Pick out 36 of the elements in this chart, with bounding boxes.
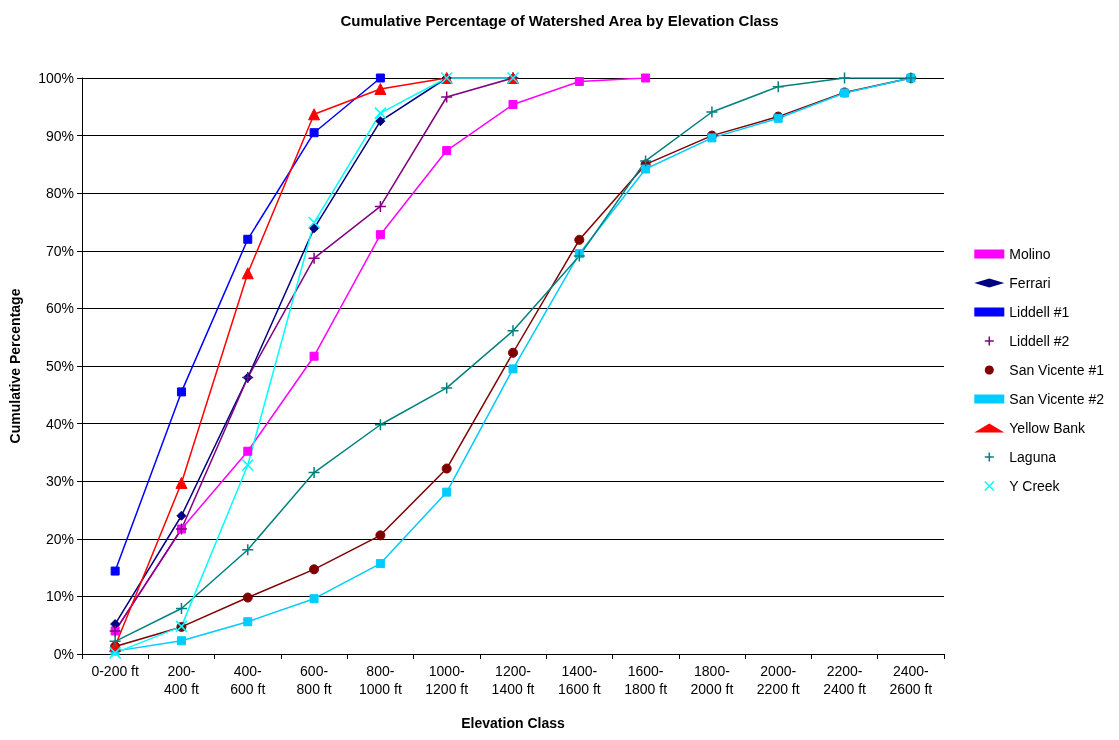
y-tick-label: 100% bbox=[38, 70, 74, 86]
legend-label: San Vicente #1 bbox=[1009, 362, 1105, 378]
legend-label: Liddell #1 bbox=[1009, 304, 1070, 320]
y-tick-label: 40% bbox=[45, 415, 74, 432]
x-axis-title: Elevation Class bbox=[461, 715, 565, 731]
x-tick-label: 2000-2200 ft bbox=[756, 663, 800, 697]
x-tick-label: 200-400 ft bbox=[163, 663, 200, 697]
y-tick-label: 50% bbox=[45, 358, 74, 374]
chart-title: Cumulative Percentage of Watershed Area by Elevation Class bbox=[340, 12, 779, 29]
y-tick-label: 30% bbox=[45, 473, 74, 490]
y-tick-label: 60% bbox=[45, 300, 74, 317]
y-tick-label: 80% bbox=[45, 185, 74, 202]
x-tick-label: 1400-1600 ft bbox=[557, 663, 601, 697]
x-tick-label: 400-600 ft bbox=[230, 663, 266, 697]
legend-label: Ferrari bbox=[1009, 275, 1051, 291]
x-tick-label: 0-200 ft bbox=[91, 663, 139, 679]
legend-label: Yellow Bank bbox=[1009, 420, 1087, 436]
x-tick-label: 1000-1200 ft bbox=[425, 663, 469, 697]
y-tick-label: 90% bbox=[45, 127, 74, 144]
legend-label: Liddell #2 bbox=[1009, 333, 1070, 349]
x-tick-label: 600-800 ft bbox=[296, 663, 332, 697]
legend-label: Laguna bbox=[1009, 449, 1057, 465]
x-tick-label: 1200-1400 ft bbox=[491, 663, 535, 697]
x-tick-label: 2400-2600 ft bbox=[889, 663, 933, 697]
y-axis-title: Cumulative Percentage bbox=[7, 288, 23, 444]
x-tick-label: 1800-2000 ft bbox=[690, 663, 734, 697]
legend-label: San Vicente #2 bbox=[1009, 391, 1105, 407]
x-tick-label: 1600-1800 ft bbox=[624, 663, 668, 697]
x-tick-label: 800-1000 ft bbox=[358, 663, 402, 697]
x-tick-label: 2200-2400 ft bbox=[823, 663, 867, 697]
y-tick-label: 70% bbox=[45, 242, 74, 259]
y-tick-label: 0% bbox=[53, 646, 74, 662]
legend-label: Y Creek bbox=[1009, 478, 1061, 494]
y-tick-label: 10% bbox=[45, 588, 74, 605]
legend-label: Molino bbox=[1009, 246, 1051, 262]
y-tick-label: 20% bbox=[45, 530, 74, 547]
